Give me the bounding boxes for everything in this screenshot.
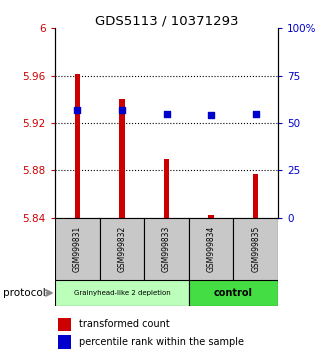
Bar: [233, 218, 278, 280]
Bar: [58, 318, 71, 331]
Bar: [55, 218, 100, 280]
Text: percentile rank within the sample: percentile rank within the sample: [79, 337, 244, 347]
Bar: [100, 218, 144, 280]
Bar: [144, 218, 189, 280]
Text: transformed count: transformed count: [79, 319, 170, 329]
Bar: [75, 74, 80, 218]
Point: [119, 107, 125, 113]
Text: GSM999835: GSM999835: [251, 225, 260, 272]
Bar: [58, 335, 71, 349]
Text: GSM999831: GSM999831: [73, 225, 82, 272]
Bar: [189, 280, 278, 306]
Bar: [208, 215, 214, 218]
Text: Grainyhead-like 2 depletion: Grainyhead-like 2 depletion: [74, 290, 170, 296]
Bar: [253, 174, 258, 218]
Text: protocol: protocol: [3, 288, 46, 298]
Point: [253, 111, 258, 116]
Point: [208, 113, 214, 118]
Text: GSM999834: GSM999834: [206, 225, 216, 272]
Bar: [55, 280, 189, 306]
Text: control: control: [214, 288, 253, 298]
Title: GDS5113 / 10371293: GDS5113 / 10371293: [95, 14, 238, 27]
Text: GSM999832: GSM999832: [117, 225, 127, 272]
Bar: [189, 218, 233, 280]
Text: GSM999833: GSM999833: [162, 225, 171, 272]
Point: [164, 111, 169, 116]
Point: [75, 107, 80, 113]
Bar: [164, 159, 169, 218]
Bar: [119, 99, 125, 218]
